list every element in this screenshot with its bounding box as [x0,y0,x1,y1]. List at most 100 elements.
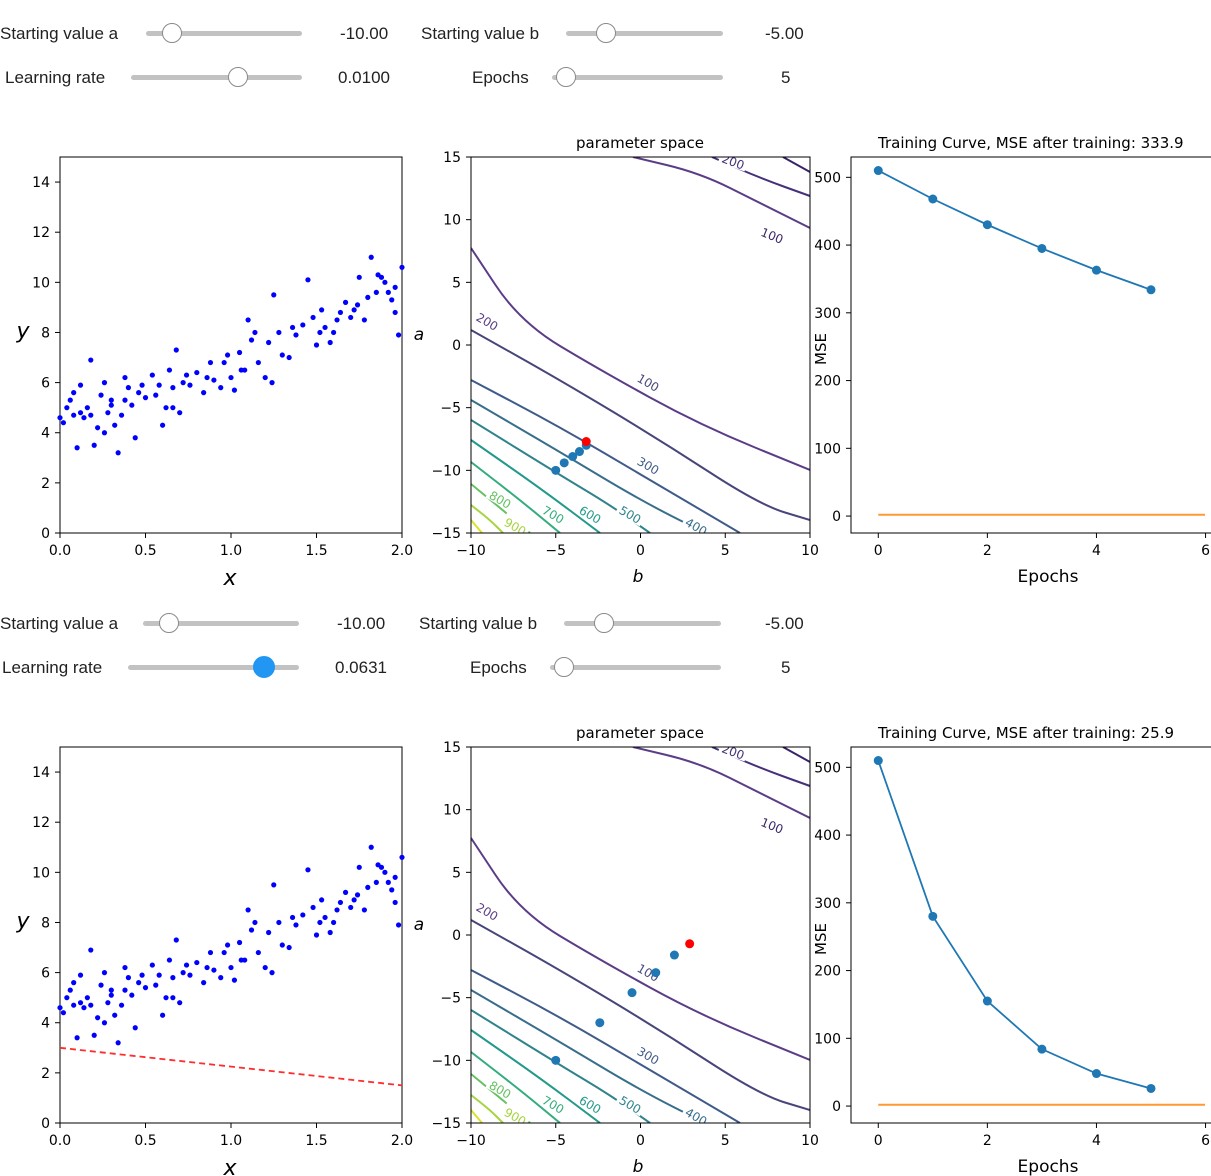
starting-a-slider[interactable] [146,31,302,36]
epochs-slider[interactable] [550,665,721,670]
y-tick-label: 10 [443,213,461,229]
data-point [319,307,325,313]
contour-line [471,1051,561,1123]
path-point [551,1055,561,1065]
data-point [231,977,238,983]
data-point [57,415,63,421]
contour-label: 400 [683,515,710,539]
data-point [101,430,108,436]
data-point [207,949,214,956]
y-tick-label: 12 [32,225,50,241]
x-tick-label: 4 [1092,1133,1101,1149]
data-point [375,272,381,278]
contour-label: 200 [720,152,746,173]
epochs-slider-handle[interactable] [556,67,576,87]
contour-line [471,247,810,471]
contour-line [471,1009,651,1123]
contour-line [471,519,483,533]
x-tick-label: 0.0 [49,1133,71,1149]
epochs-slider-handle[interactable] [554,657,574,677]
data-point [71,412,77,418]
starting-a-slider-handle[interactable] [162,23,182,43]
learning-rate-slider[interactable] [131,75,302,80]
starting-a-value: -10.00 [340,24,389,43]
data-point [91,1032,97,1038]
y-tick-label: −5 [440,991,461,1007]
data-point [322,914,328,921]
data-point [101,1020,108,1026]
learning-rate-slider-handle[interactable] [253,656,275,678]
data-point [177,1000,183,1006]
data-point [385,879,391,885]
data-point [221,949,227,956]
path-point [568,452,578,462]
contour-label-bg [472,307,504,334]
x-tick-label: 2.0 [391,543,413,559]
data-point [101,970,108,976]
data-point [112,422,118,428]
data-point [271,292,277,298]
starting-b-slider-handle[interactable] [594,613,614,633]
x-tick-label: 4 [1092,543,1101,559]
data-point [118,412,125,418]
y-tick-label: 300 [814,306,841,322]
chart-title: parameter space [576,134,704,152]
data-point [177,410,183,416]
y-tick-label: 12 [32,815,50,831]
contour-line [471,969,741,1123]
data-point [322,324,328,331]
y-tick-label: 500 [814,170,841,186]
data-point [204,964,210,971]
data-point [238,367,244,373]
contour-label-bg [615,500,647,527]
data-point [201,980,207,986]
charts-panel-1: 0.0 0.5 1.0 1.5 2.002468101214xy200100200100… [15,134,1211,586]
data-point [115,1040,121,1046]
data-point [166,957,173,963]
data-point [348,904,354,911]
y-tick-label: 400 [814,828,841,844]
starting-b-slider[interactable] [564,621,721,626]
y-tick-label: 200 [814,374,841,390]
contour-label-bg [485,485,517,512]
y-tick-label: 10 [32,865,50,881]
x-tick-label: 0 [636,543,645,559]
contour-label-bg [633,451,665,478]
y-tick-label: 0 [452,338,461,354]
data-point [115,450,121,456]
data-point [173,937,179,943]
y-tick-label: 6 [41,376,50,392]
starting-a-slider[interactable] [143,621,299,626]
starting-b-slider-handle[interactable] [596,23,616,43]
starting-a-slider-handle[interactable] [159,613,179,633]
chart-title: Training Curve, MSE after training: 333.… [877,134,1184,152]
data-point [77,1000,84,1006]
starting-b-slider[interactable] [566,31,723,36]
x-axis-label: x [222,1156,237,1176]
data-point [236,939,243,946]
data-point [351,307,357,313]
x-tick-label: 2 [983,1133,992,1149]
data-point [125,385,131,391]
data-point [183,962,190,968]
contour-label-bg [615,1090,647,1117]
data-point [373,289,379,295]
contour-line [782,157,810,173]
data-point [255,949,261,956]
path-point [551,465,561,475]
learning-rate-slider-handle[interactable] [228,67,248,87]
x-tick-label: −10 [456,1133,486,1149]
data-point [173,347,179,353]
x-tick-label: 6 [1201,543,1210,559]
data-point [271,882,277,888]
y-tick-label: 0 [832,1099,841,1115]
y-tick-label: 2 [41,1066,50,1082]
data-point [305,867,311,873]
epochs-slider[interactable] [552,75,723,80]
data-point [392,284,398,290]
learning-rate-slider[interactable] [128,665,299,670]
data-point [231,387,238,393]
data-point [129,402,135,408]
contour-line [471,461,561,533]
data-point [310,314,316,321]
